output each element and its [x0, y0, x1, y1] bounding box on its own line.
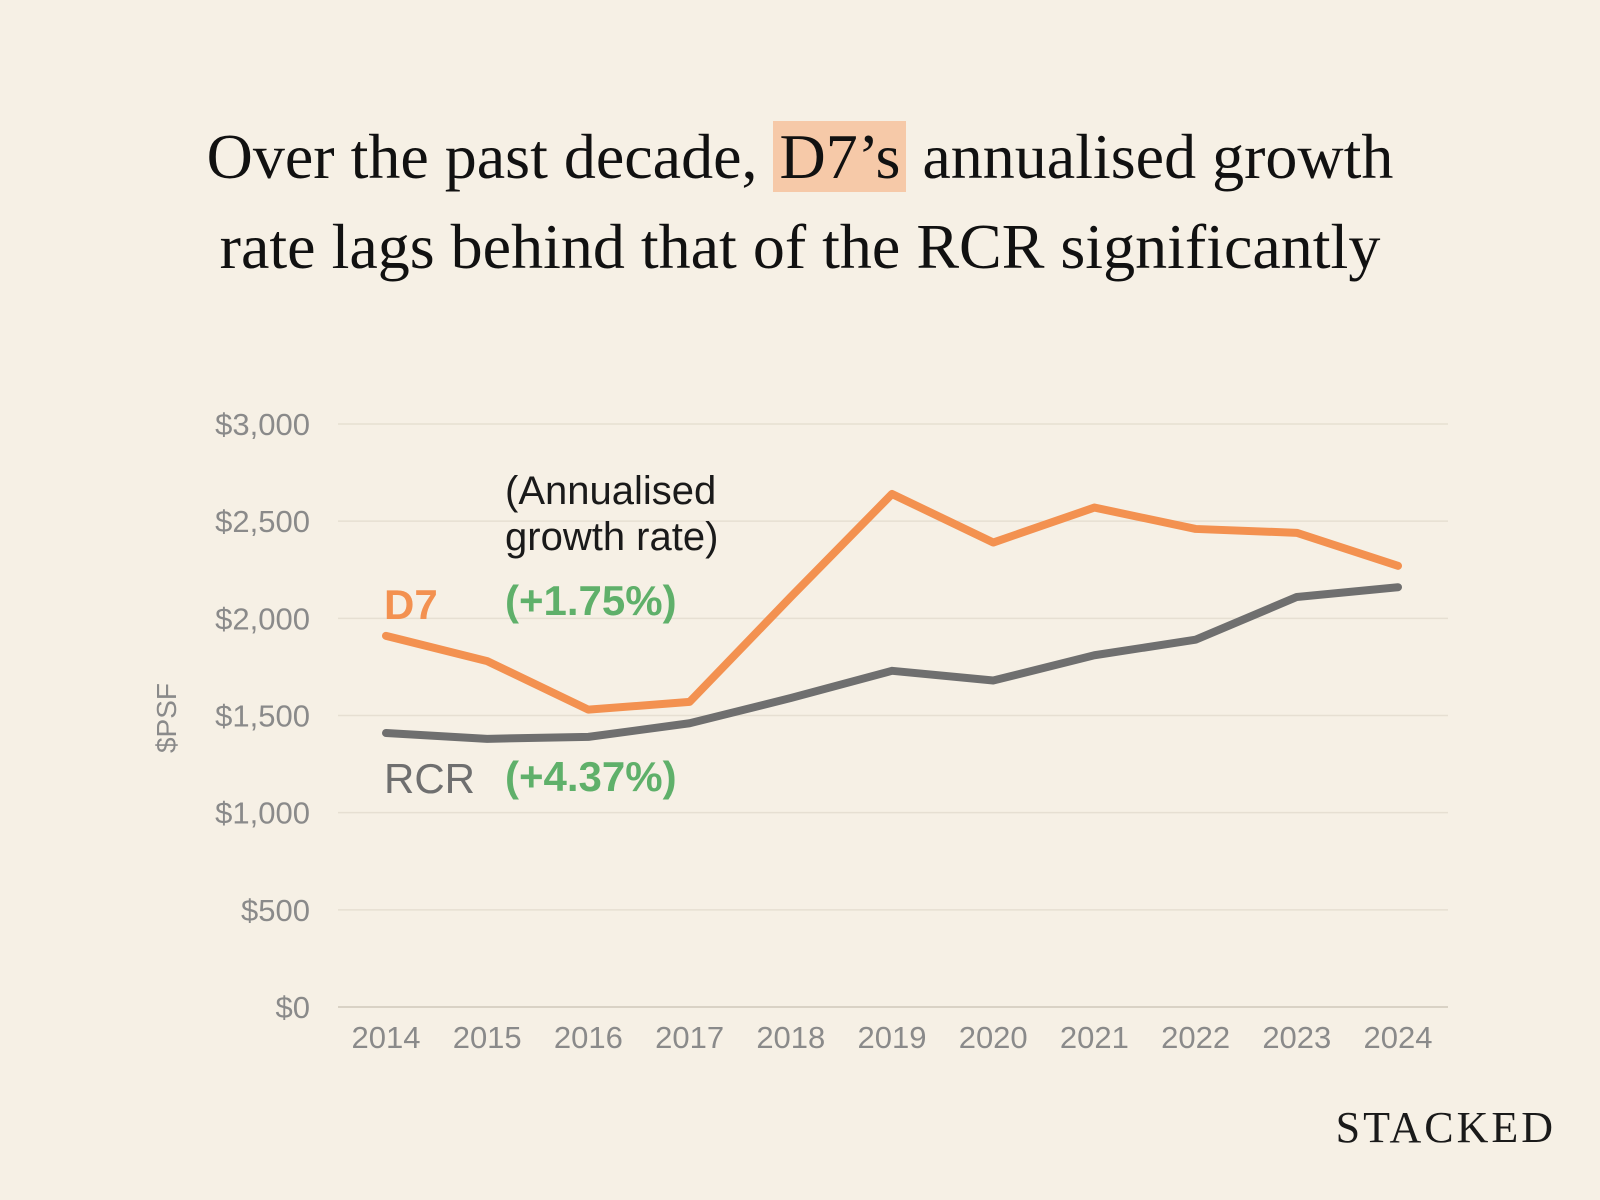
title-line-1-end: annualised growth — [922, 121, 1394, 192]
d7-growth-rate-label: (+1.75%) — [505, 577, 677, 624]
x-tick-label: 2016 — [554, 1020, 623, 1055]
y-tick-label: $1,000 — [215, 796, 310, 831]
stacked-logo: STACKED — [1335, 1103, 1556, 1152]
annotation-header-line-1: (Annualised — [505, 469, 716, 513]
chart-title: Over the past decade, D7’s annualised gr… — [0, 112, 1600, 292]
y-axis-label: $PSF — [151, 683, 182, 753]
annotation-header-line-2: growth rate) — [505, 515, 718, 559]
x-tick-label: 2024 — [1364, 1020, 1433, 1055]
x-tick-label: 2017 — [655, 1020, 724, 1055]
y-tick-label: $3,000 — [215, 407, 310, 442]
title-line-1: Over the past decade, D7’s annualised gr… — [0, 112, 1600, 202]
x-tick-label: 2014 — [352, 1020, 421, 1055]
x-tick-label: 2015 — [453, 1020, 522, 1055]
x-tick-label: 2022 — [1161, 1020, 1230, 1055]
rcr-series-label: RCR — [384, 755, 475, 802]
rcr-growth-rate-label: (+4.37%) — [505, 753, 677, 800]
y-tick-label: $1,500 — [215, 699, 310, 734]
title-line-1-start: Over the past decade, — [206, 121, 758, 192]
x-tick-label: 2018 — [756, 1020, 825, 1055]
title-highlight-d7: D7’s — [773, 121, 907, 192]
y-tick-label: $500 — [241, 893, 310, 928]
x-tick-label: 2023 — [1262, 1020, 1331, 1055]
gridlines — [338, 423, 1448, 1008]
x-tick-label: 2020 — [959, 1020, 1028, 1055]
y-tick-label: $2,500 — [215, 504, 310, 539]
x-tick-label: 2021 — [1060, 1020, 1129, 1055]
title-line-2: rate lags behind that of the RCR signifi… — [219, 211, 1381, 282]
y-axis-ticks: $0 $500 $1,000 $1,500 $2,000 $2,500 $3,000 — [215, 407, 310, 1025]
series-lines — [382, 489, 1402, 743]
y-tick-label: $0 — [276, 990, 310, 1025]
y-tick-label: $2,000 — [215, 601, 310, 636]
x-axis-ticks: 2014 2015 2016 2017 2018 2019 2020 2021 2022 2023… — [352, 1020, 1433, 1055]
x-tick-label: 2019 — [858, 1020, 927, 1055]
d7-series-label: D7 — [384, 581, 438, 628]
